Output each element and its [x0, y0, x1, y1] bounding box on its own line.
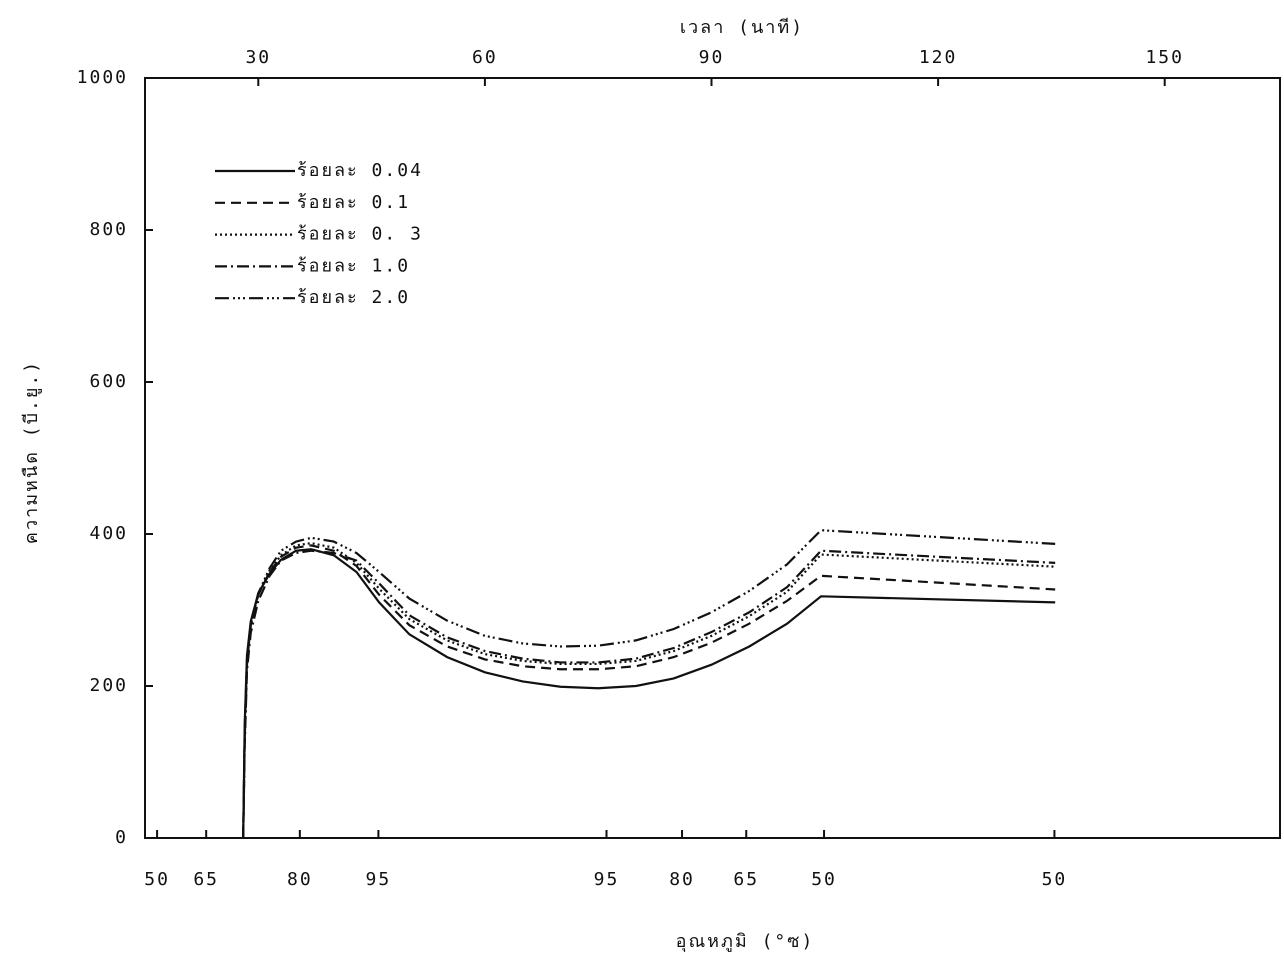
legend-label: ร้อยละ 0.04	[297, 160, 423, 181]
series-line	[242, 544, 1056, 839]
legend-label: ร้อยละ 1.0	[297, 255, 410, 276]
y-tick-label: 0	[115, 827, 128, 848]
series-line	[242, 529, 1056, 839]
bottom-tick-label: 50	[811, 869, 837, 890]
series-line	[242, 549, 1056, 839]
y-tick-label: 1000	[77, 67, 128, 88]
top-tick-label: 30	[245, 47, 271, 68]
bottom-tick-label: 50	[1042, 869, 1068, 890]
y-axis-title: ความหนืด (บี.ยู.)	[21, 360, 42, 544]
bottom-tick-label: 50	[144, 869, 170, 890]
top-tick-label: 90	[699, 47, 725, 68]
bottom-tick-label: 65	[193, 869, 219, 890]
y-tick-label: 600	[89, 371, 128, 392]
bottom-tick-label: 80	[287, 869, 313, 890]
top-axis-title: เวลา (นาที)	[680, 17, 804, 38]
bottom-tick-label: 80	[669, 869, 695, 890]
y-tick-label: 200	[89, 675, 128, 696]
bottom-tick-label: 95	[594, 869, 620, 890]
top-tick-label: 120	[919, 47, 958, 68]
legend-label: ร้อยละ 0. 3	[297, 224, 423, 245]
legend-label: ร้อยละ 2.0	[297, 287, 410, 308]
y-tick-label: 400	[89, 523, 128, 544]
bottom-axis-title: อุณหภูมิ (°ซ)	[676, 931, 815, 952]
y-tick-label: 800	[89, 219, 128, 240]
bottom-tick-label: 95	[366, 869, 392, 890]
bottom-tick-label: 65	[733, 869, 759, 890]
top-tick-label: 60	[472, 47, 498, 68]
top-tick-label: 150	[1145, 47, 1184, 68]
legend-label: ร้อยละ 0.1	[297, 192, 410, 213]
series-line	[242, 542, 1056, 839]
series-line	[242, 548, 1056, 839]
